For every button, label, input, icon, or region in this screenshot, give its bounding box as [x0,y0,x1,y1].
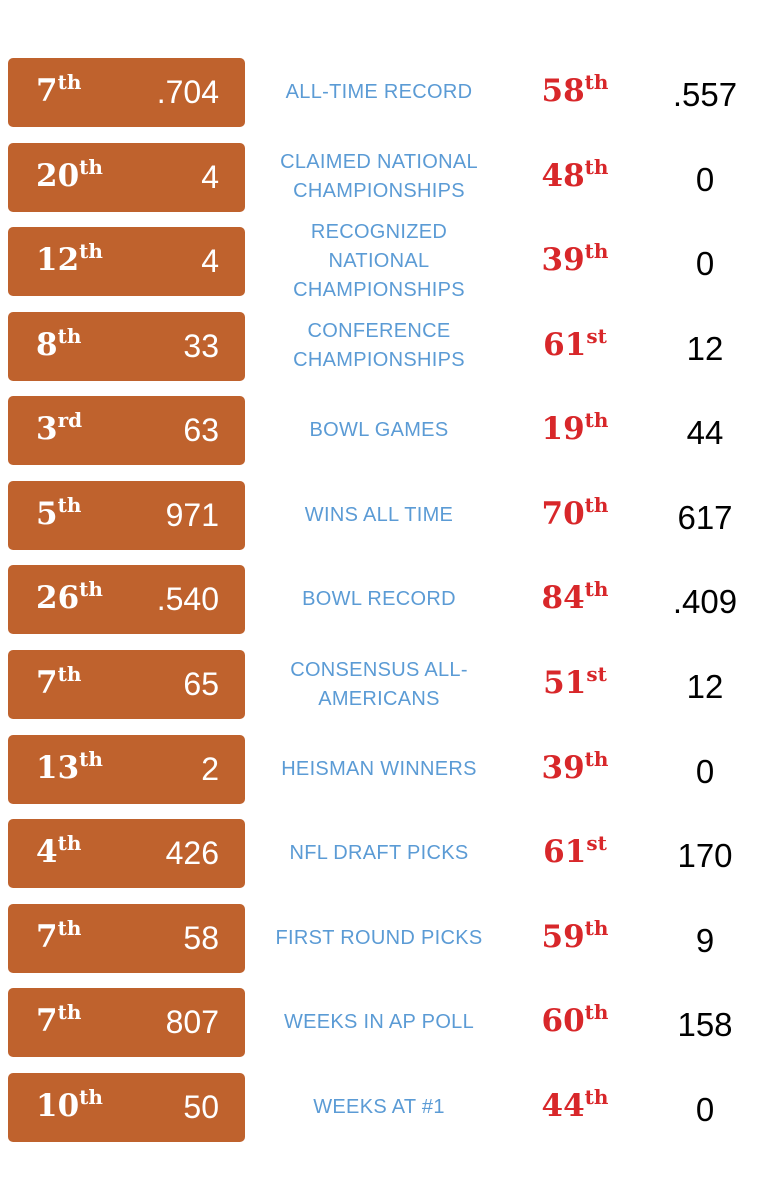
right-rank: 61st [543,831,607,871]
stat-label: BOWL RECORD [302,588,456,611]
left-rank: 4th [36,831,82,871]
right-rank: 70th [541,492,609,532]
left-box: 20th 4 [8,142,245,212]
left-value: 807 [165,1004,219,1041]
left-rank: 3rd [36,408,83,448]
right-value: 12 [686,668,724,706]
stat-label: CLAIMED NATIONAL CHAMPIONSHIPS [280,151,478,203]
table-row: 7th 65 CONSENSUS ALL-AMERICANS 51st 12 [0,650,759,720]
stat-label: CONFERENCE CHAMPIONSHIPS [293,320,465,372]
right-value: .557 [672,76,738,113]
right-value: 0 [695,245,715,283]
table-row: 7th .704 ALL-TIME RECORD 58th .557 [0,58,759,127]
right-value: .409 [672,583,738,621]
right-value: 0 [695,160,715,198]
left-rank: 8th [36,323,82,363]
right-rank: 61st [543,323,607,363]
stat-label: HEISMAN WINNERS [281,757,477,780]
left-value: .704 [156,74,219,110]
right-value: 170 [677,837,733,875]
table-row: 3rd 63 BOWL GAMES 19th 44 [0,396,759,466]
left-box: 10th 50 [8,1072,245,1142]
stat-label: WINS ALL TIME [304,503,454,526]
left-value: 58 [183,919,219,956]
right-value: 12 [686,329,724,367]
table-row: 7th 807 WEEKS IN AP POLL 60th 158 [0,988,759,1058]
table-row: 8th 33 CONFERENCE CHAMPIONSHIPS 61st 12 [0,311,759,381]
left-value: 65 [183,666,219,703]
right-value: 158 [677,1006,733,1044]
left-value: 4 [201,158,219,195]
left-value: 33 [183,327,219,364]
left-rank: 7th [36,1000,82,1040]
left-box: 4th 426 [8,819,245,889]
left-box: 8th 33 [8,311,245,381]
stat-label: ALL-TIME RECORD [285,81,473,103]
left-rank: 26th [36,577,103,617]
left-rank: 7th [36,70,82,109]
table-row: 7th 58 FIRST ROUND PICKS 59th 9 [0,903,759,973]
left-box: 12th 4 [8,227,245,297]
left-rank: 10th [36,1084,103,1124]
left-value: 426 [165,835,219,872]
left-box: 5th 971 [8,480,245,550]
right-rank: 44th [541,1084,609,1124]
left-box: 26th .540 [8,565,245,635]
right-rank: 59th [541,915,609,955]
left-box: 7th 65 [8,650,245,720]
left-value: 2 [201,750,219,787]
right-rank: 48th [541,154,609,194]
stat-label: CONSENSUS ALL-AMERICANS [290,658,468,710]
left-value: 63 [183,412,219,449]
right-rank: 51st [543,662,607,702]
left-rank: 20th [36,154,103,194]
left-box: 3rd 63 [8,396,245,466]
right-value: 44 [686,414,724,452]
table-row: 26th .540 BOWL RECORD 84th .409 [0,565,759,635]
right-value: 0 [695,1090,715,1128]
left-rank: 13th [36,746,103,786]
left-rank: 5th [36,492,82,532]
right-value: 9 [695,921,715,959]
stat-label: RECOGNIZED NATIONAL CHAMPIONSHIPS [293,221,465,302]
left-box: 7th .704 [8,58,245,127]
left-value: .540 [156,581,219,618]
right-rank: 39th [541,746,609,786]
table-row: 4th 426 NFL DRAFT PICKS 61st 170 [0,819,759,889]
left-box: 7th 58 [8,903,245,973]
left-rank: 7th [36,662,82,702]
left-rank: 7th [36,915,82,955]
stat-label: WEEKS IN AP POLL [283,1011,475,1034]
table-row: 20th 4 CLAIMED NATIONAL CHAMPIONSHIPS 48th 0 [0,142,759,212]
left-box: 13th 2 [8,734,245,804]
stat-label: BOWL GAMES [309,419,449,442]
right-rank: 60th [541,1000,609,1040]
right-rank: 19th [541,408,609,448]
table-row: 5th 971 WINS ALL TIME 70th 617 [0,480,759,550]
right-rank: 58th [541,70,609,109]
table-row: 10th 50 WEEKS AT #1 44th 0 [0,1072,759,1142]
right-rank: 84th [541,577,609,617]
left-box: 7th 807 [8,988,245,1058]
left-value: 50 [183,1088,219,1125]
left-value: 4 [201,243,219,280]
table-row: 13th 2 HEISMAN WINNERS 39th 0 [0,734,759,804]
stat-label: FIRST ROUND PICKS [275,926,483,949]
left-rank: 12th [36,239,103,279]
table-row: 12th 4 RECOGNIZED NATIONAL CHAMPIONSHIPS 39… [0,221,759,302]
right-value: 0 [695,752,715,790]
right-value: 617 [677,498,733,536]
stat-label: NFL DRAFT PICKS [289,842,469,865]
stat-label: WEEKS AT #1 [313,1095,445,1118]
right-rank: 39th [541,239,609,279]
left-value: 971 [165,496,219,533]
